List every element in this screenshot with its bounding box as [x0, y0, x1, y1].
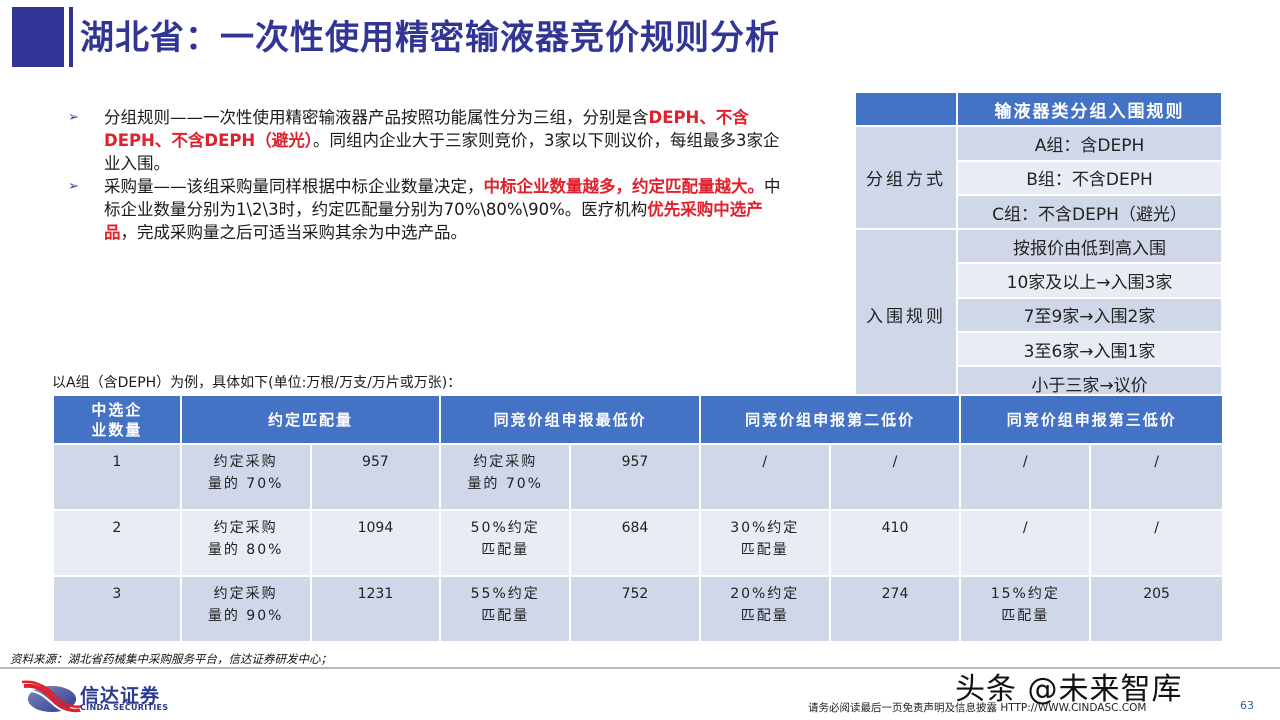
cell-lowest-value: 752: [569, 575, 701, 643]
cell-lowest-desc: 50%约定 匹配量: [439, 509, 572, 577]
rule-cell: C组：不含DEPH（避光）: [956, 193, 1223, 231]
rule-cell: 10家及以上→入围3家: [956, 262, 1223, 299]
table-header-row: 中选企 业数量 约定匹配量 同竞价组申报最低价 同竞价组申报第二低价 同竞价组申报…: [52, 394, 1224, 445]
rule-section-label-grouping: 分组方式: [854, 125, 958, 231]
cell-third-desc: /: [959, 443, 1092, 511]
rule-table-header-blank: [854, 90, 958, 128]
rule-table-row: B组：不含DEPH: [855, 159, 1223, 196]
cell-agreed-value: 957: [309, 443, 442, 511]
title-decoration-bar: [69, 7, 73, 67]
arrow-bullet-icon: ➢: [68, 179, 79, 194]
watermark: 头条 @未来智库: [955, 672, 1183, 707]
rule-table-row: 3至6家→入围1家: [855, 331, 1223, 368]
bullet-grouping-rule: ➢ 分组规则——一次性使用精密输液器产品按照功能属性分为三组，分别是含DEPH、…: [68, 106, 788, 175]
cell-third-value: /: [1089, 443, 1224, 511]
rule-section-label-admission: 入围规则: [854, 228, 958, 402]
cell-lowest-value: 684: [569, 509, 701, 577]
table-row: 1 约定采购 量的 70% 957 约定采购 量的 70% 957 / / / /: [52, 443, 1224, 511]
page-title: 湖北省：一次性使用精密输液器竞价规则分析: [80, 18, 780, 58]
cell-count: 1: [52, 443, 182, 511]
cell-third-desc: 15%约定 匹配量: [959, 575, 1092, 643]
cell-second-value: 410: [828, 509, 962, 577]
rule-table-header-row: 输液器类分组入围规则: [854, 90, 1223, 128]
bullet-list: ➢ 分组规则——一次性使用精密输液器产品按照功能属性分为三组，分别是含DEPH、…: [68, 106, 788, 244]
cell-second-desc: /: [698, 443, 831, 511]
rule-cell: 7至9家→入围2家: [956, 296, 1223, 334]
grouping-rule-table: 输液器类分组入围规则 分组方式 A组：含DEPH B组：不含DEPH C组：不含…: [854, 90, 1223, 402]
disclaimer-link[interactable]: 请务必阅读最后一页免责声明及信息披露 HTTP://WWW.CINDASC.CO…: [808, 702, 1147, 714]
arrow-bullet-icon: ➢: [68, 110, 79, 125]
logo-text-cn: 信达证券: [80, 685, 161, 707]
cell-lowest-desc: 约定采购 量的 70%: [439, 443, 572, 511]
bullet-purchase-volume: ➢ 采购量——该组采购量同样根据中标企业数量决定，中标企业数量越多，约定匹配量越…: [68, 175, 788, 244]
table-caption: 以A组（含DEPH）为例，具体如下(单位:万根/万支/万片或万张)：: [52, 375, 462, 391]
bullet-text: 。同组内企业大于三家则竞价，3家以下则议价，每组最多3家企业入围。: [104, 131, 780, 173]
cinda-logo-icon: [22, 680, 82, 714]
cell-third-value: 205: [1089, 575, 1224, 643]
title-decoration-block: [12, 7, 64, 67]
cell-second-desc: 30%约定 匹配量: [698, 509, 831, 577]
header-lowest: 同竞价组申报最低价: [439, 394, 701, 445]
source-note: 资料来源：湖北省药械集中采购服务平台，信达证券研发中心；: [10, 652, 332, 666]
rule-table-row: 分组方式 A组：含DEPH: [854, 125, 1223, 231]
cell-count: 2: [52, 509, 182, 577]
bullet-highlight: 优先采购中选产品: [104, 200, 763, 242]
rule-table-row: 7至9家→入围2家: [855, 296, 1223, 334]
cell-second-desc: 20%约定 匹配量: [698, 575, 831, 643]
rule-table-header: 输液器类分组入围规则: [956, 90, 1223, 128]
cell-agreed-desc: 约定采购 量的 70%: [179, 443, 312, 511]
rule-table-row: C组：不含DEPH（避光）: [855, 193, 1223, 231]
bullet-text: ，完成采购量之后可适当采购其余为中选产品。: [120, 223, 468, 242]
cell-lowest-desc: 55%约定 匹配量: [439, 575, 572, 643]
rule-table-row: 10家及以上→入围3家: [855, 262, 1223, 299]
cell-third-value: /: [1089, 509, 1224, 577]
rule-table-row: 入围规则 按报价由低到高入围: [854, 228, 1223, 402]
bullet-text: 采购量——该组采购量同样根据中标企业数量决定，: [104, 177, 484, 196]
cell-second-value: /: [828, 443, 962, 511]
rule-cell: B组：不含DEPH: [956, 159, 1223, 196]
cell-count: 3: [52, 575, 182, 643]
bullet-text: 中标企业数量分别为1\2\3时，约定匹配量分别为70%\80%\90%。医疗机构: [104, 177, 781, 219]
header-second: 同竞价组申报第二低价: [698, 394, 962, 445]
cell-agreed-desc: 约定采购 量的 90%: [179, 575, 312, 643]
page-number: 63: [1240, 699, 1254, 712]
cell-agreed-desc: 约定采购 量的 80%: [179, 509, 312, 577]
cell-second-value: 274: [828, 575, 962, 643]
table-row: 2 约定采购 量的 80% 1094 50%约定 匹配量 684 30%约定 匹配量 …: [52, 509, 1224, 577]
footer-divider: [0, 667, 1280, 669]
cell-agreed-value: 1231: [309, 575, 442, 643]
cell-agreed-value: 1094: [309, 509, 442, 577]
table-row: 3 约定采购 量的 90% 1231 55%约定 匹配量 752 20%约定 匹配量 …: [52, 575, 1224, 643]
bullet-highlight: DEPH、不含DEPH、不含DEPH（避光）: [104, 108, 749, 150]
rule-cell: 按报价由低到高入围: [956, 228, 1223, 265]
logo-text-en: CINDA SECURITIES: [80, 703, 169, 712]
header-third: 同竞价组申报第三低价: [959, 394, 1224, 445]
rule-cell: 3至6家→入围1家: [956, 331, 1223, 368]
cell-lowest-value: 957: [569, 443, 701, 511]
allocation-table: 中选企 业数量 约定匹配量 同竞价组申报最低价 同竞价组申报第二低价 同竞价组申报…: [52, 394, 1224, 643]
cell-third-desc: /: [959, 509, 1092, 577]
bullet-highlight: 中标企业数量越多，约定匹配量越大。: [483, 177, 765, 196]
header-count: 中选企 业数量: [52, 394, 182, 445]
header-agreed: 约定匹配量: [179, 394, 442, 445]
bullet-text: 分组规则——一次性使用精密输液器产品按照功能属性分为三组，分别是含: [104, 108, 649, 127]
rule-cell: A组：含DEPH: [956, 125, 1223, 162]
